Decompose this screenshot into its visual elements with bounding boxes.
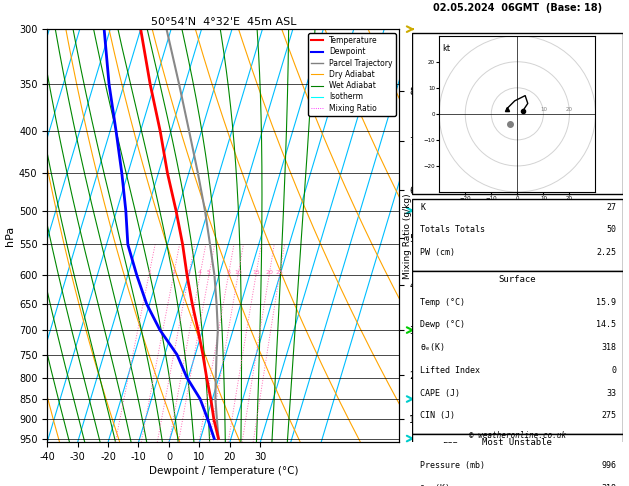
Text: 02.05.2024  06GMT  (Base: 18): 02.05.2024 06GMT (Base: 18) <box>433 2 602 13</box>
Text: Surface: Surface <box>499 275 536 284</box>
Text: 50: 50 <box>606 226 616 234</box>
Text: Dewp (°C): Dewp (°C) <box>420 320 465 330</box>
Text: 20: 20 <box>265 270 273 276</box>
Text: 25: 25 <box>276 270 284 276</box>
X-axis label: Dewpoint / Temperature (°C): Dewpoint / Temperature (°C) <box>148 466 298 476</box>
Text: LCL: LCL <box>442 436 457 445</box>
Title: 50°54'N  4°32'E  45m ASL: 50°54'N 4°32'E 45m ASL <box>150 17 296 27</box>
Bar <box>412 271 623 434</box>
Text: CAPE (J): CAPE (J) <box>420 389 460 398</box>
Text: 10: 10 <box>234 270 242 276</box>
Bar <box>412 199 623 271</box>
Text: 10: 10 <box>540 107 547 112</box>
Text: Pressure (mb): Pressure (mb) <box>420 461 486 470</box>
Y-axis label: km
ASL: km ASL <box>420 226 441 245</box>
Y-axis label: hPa: hPa <box>4 226 14 246</box>
Text: K: K <box>420 203 425 212</box>
Bar <box>412 33 623 194</box>
Text: Mixing Ratio (g/kg): Mixing Ratio (g/kg) <box>403 193 411 278</box>
Text: 318: 318 <box>601 343 616 352</box>
Text: 15: 15 <box>252 270 260 276</box>
Text: 2.25: 2.25 <box>596 248 616 257</box>
Text: 275: 275 <box>601 411 616 420</box>
Text: 33: 33 <box>606 389 616 398</box>
Text: PW (cm): PW (cm) <box>420 248 455 257</box>
Text: 996: 996 <box>601 461 616 470</box>
Text: CIN (J): CIN (J) <box>420 411 455 420</box>
Text: 15.9: 15.9 <box>596 297 616 307</box>
Text: 318: 318 <box>601 484 616 486</box>
Text: 0: 0 <box>611 366 616 375</box>
Text: 2: 2 <box>172 270 175 276</box>
Text: 3: 3 <box>187 270 191 276</box>
Text: Totals Totals: Totals Totals <box>420 226 486 234</box>
Text: 1: 1 <box>147 270 151 276</box>
Text: θₑ(K): θₑ(K) <box>420 343 445 352</box>
Text: 4: 4 <box>198 270 202 276</box>
Text: 27: 27 <box>606 203 616 212</box>
Text: © weatheronline.co.uk: © weatheronline.co.uk <box>469 431 566 440</box>
Bar <box>412 434 623 486</box>
Text: 14.5: 14.5 <box>596 320 616 330</box>
Text: Lifted Index: Lifted Index <box>420 366 481 375</box>
Legend: Temperature, Dewpoint, Parcel Trajectory, Dry Adiabat, Wet Adiabat, Isotherm, Mi: Temperature, Dewpoint, Parcel Trajectory… <box>308 33 396 116</box>
Text: Temp (°C): Temp (°C) <box>420 297 465 307</box>
Text: 8: 8 <box>226 270 230 276</box>
Text: 5: 5 <box>207 270 211 276</box>
Text: θₑ (K): θₑ (K) <box>420 484 450 486</box>
Text: kt: kt <box>442 44 450 52</box>
Text: 20: 20 <box>566 107 573 112</box>
Text: Most Unstable: Most Unstable <box>482 438 552 447</box>
